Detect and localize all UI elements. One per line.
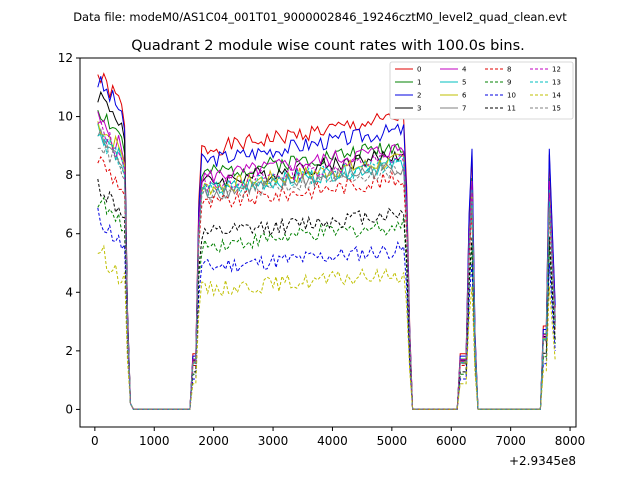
x-tick-label: 0 (91, 434, 99, 448)
y-tick-label: 12 (58, 51, 73, 65)
legend-label-3: 3 (417, 105, 421, 113)
legend-frame (389, 61, 574, 120)
series-line-15 (97, 141, 556, 410)
series-line-10 (97, 207, 556, 410)
x-tick-label: 1000 (139, 434, 170, 448)
series-line-4 (97, 111, 556, 410)
legend-label-15: 15 (552, 105, 561, 113)
y-tick-label: 4 (65, 285, 73, 299)
legend-label-14: 14 (552, 92, 561, 100)
x-tick-label: 7000 (495, 434, 526, 448)
x-axis: 0 1000 2000 3000 4000 5000 6000 7000 8000 (91, 427, 585, 448)
legend-label-11: 11 (507, 105, 516, 113)
x-tick-label: 6000 (436, 434, 467, 448)
legend-label-4: 4 (462, 66, 467, 74)
x-tick-label: 8000 (555, 434, 586, 448)
y-tick-label: 8 (65, 168, 73, 182)
chart-suptitle: Data file: modeM0/AS1C04_001T01_90000028… (73, 10, 567, 24)
legend-label-6: 6 (462, 92, 467, 100)
series-line-12 (97, 120, 556, 410)
y-tick-label: 0 (65, 402, 73, 416)
x-tick-label: 5000 (377, 434, 408, 448)
y-tick-label: 2 (65, 344, 73, 358)
series-line-13 (97, 133, 556, 410)
legend-label-5: 5 (462, 79, 466, 87)
legend-label-7: 7 (462, 105, 466, 113)
legend-label-0: 0 (417, 66, 421, 74)
x-tick-label: 2000 (198, 434, 229, 448)
series-line-0 (97, 72, 556, 410)
legend-label-10: 10 (507, 92, 516, 100)
series-line-11 (97, 178, 556, 410)
y-tick-label: 6 (65, 227, 73, 241)
legend-label-2: 2 (417, 92, 421, 100)
y-tick-label: 10 (58, 110, 73, 124)
plot-lines-layer (97, 72, 556, 410)
series-line-2 (97, 76, 556, 410)
series-line-7 (97, 127, 556, 410)
x-offset-label: +2.9345e8 (509, 454, 576, 468)
legend-label-13: 13 (552, 79, 561, 87)
series-line-9 (97, 196, 556, 410)
legend-label-8: 8 (507, 66, 511, 74)
series-line-14 (97, 244, 556, 410)
series-line-6 (97, 121, 556, 410)
series-line-3 (97, 90, 556, 410)
series-line-1 (97, 110, 556, 410)
legend-label-9: 9 (507, 79, 511, 87)
legend-label-1: 1 (417, 79, 421, 87)
plot-frame (79, 57, 577, 428)
x-tick-label: 3000 (258, 434, 289, 448)
x-tick-label: 4000 (317, 434, 348, 448)
chart-title: Quadrant 2 module wise count rates with … (131, 38, 525, 54)
y-axis: 0 2 4 6 8 10 12 (58, 51, 80, 416)
legend-label-12: 12 (552, 66, 561, 74)
